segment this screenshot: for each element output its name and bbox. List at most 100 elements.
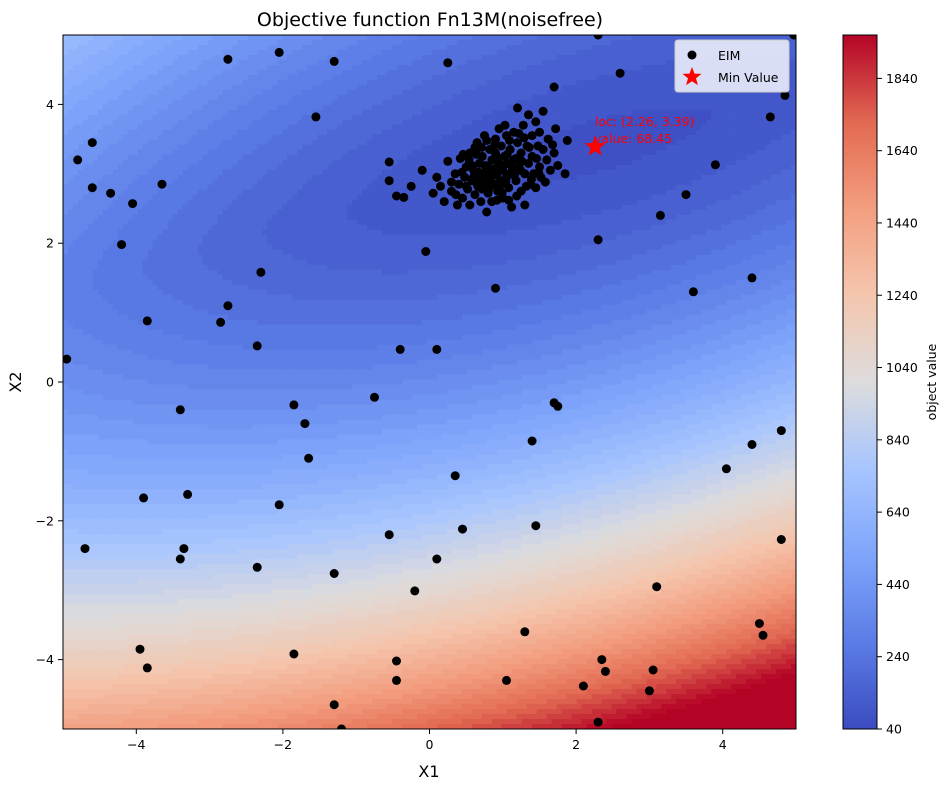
contour-cell <box>97 514 104 520</box>
contour-cell <box>132 354 139 361</box>
contour-cell <box>152 374 159 381</box>
contour-cell <box>197 164 204 171</box>
contour-cell <box>222 714 229 720</box>
contour-cell <box>192 449 199 455</box>
contour-cell <box>152 659 159 665</box>
contour-cell <box>197 339 204 346</box>
contour-cell <box>212 454 219 460</box>
contour-cell <box>77 69 84 76</box>
contour-cell <box>217 219 224 226</box>
contour-cell <box>107 704 114 710</box>
contour-cell <box>87 229 94 236</box>
contour-cell <box>177 699 184 705</box>
contour-cell <box>147 599 154 605</box>
contour-cell <box>142 429 149 436</box>
contour-cell <box>63 74 69 81</box>
contour-cell <box>97 474 104 480</box>
contour-cell <box>217 404 224 411</box>
contour-cell <box>122 244 129 251</box>
contour-cell <box>132 114 139 121</box>
contour-cell <box>202 684 209 690</box>
contour-cell <box>102 384 109 391</box>
contour-cell <box>207 194 214 201</box>
contour-cell <box>117 619 124 625</box>
contour-cell <box>207 79 214 86</box>
contour-cell <box>77 164 84 171</box>
contour-cell <box>222 224 229 231</box>
contour-cell <box>72 104 79 111</box>
contour-cell <box>222 374 229 381</box>
contour-cell <box>232 254 239 261</box>
contour-cell <box>137 594 144 600</box>
contour-cell <box>117 134 124 141</box>
contour-cell <box>152 184 159 191</box>
contour-cell <box>152 544 159 550</box>
contour-cell <box>92 654 99 660</box>
contour-cell <box>177 164 184 171</box>
contour-cell <box>227 269 234 276</box>
contour-cell <box>232 589 239 595</box>
contour-cell <box>217 389 224 396</box>
contour-cell <box>87 144 94 151</box>
contour-cell <box>182 634 189 640</box>
contour-cell <box>177 69 184 76</box>
contour-cell <box>217 619 224 625</box>
contour-cell <box>142 104 149 111</box>
contour-cell <box>212 549 219 555</box>
contour-cell <box>132 624 139 630</box>
contour-cell <box>187 594 194 600</box>
contour-cell <box>92 544 99 550</box>
contour-cell <box>192 404 199 411</box>
contour-cell <box>187 404 194 411</box>
contour-cell <box>232 314 239 321</box>
contour-cell <box>187 379 194 386</box>
contour-cell <box>82 154 89 161</box>
contour-cell <box>212 214 219 221</box>
contour-cell <box>182 484 189 490</box>
contour-cell <box>127 219 134 226</box>
contour-cell <box>137 459 144 465</box>
contour-cell <box>212 64 219 71</box>
contour-cell <box>107 334 114 341</box>
contour-cell <box>102 449 109 455</box>
contour-cell <box>137 189 144 196</box>
contour-cell <box>187 339 194 346</box>
contour-cell <box>167 339 174 346</box>
contour-cell <box>152 704 159 710</box>
contour-cell <box>72 194 79 201</box>
contour-cell <box>97 449 104 455</box>
contour-cell <box>92 114 99 121</box>
contour-cell <box>167 279 174 286</box>
contour-cell <box>97 499 104 505</box>
contour-cell <box>237 519 244 525</box>
contour-cell <box>197 534 204 540</box>
contour-cell <box>162 304 169 311</box>
contour-cell <box>232 184 239 191</box>
contour-cell <box>227 244 234 251</box>
contour-cell <box>187 509 194 515</box>
contour-cell <box>112 229 119 236</box>
contour-cell <box>172 484 179 490</box>
contour-cell <box>232 714 239 720</box>
contour-cell <box>162 559 169 565</box>
contour-cell <box>147 164 154 171</box>
contour-cell <box>107 39 114 46</box>
contour-cell <box>92 579 99 585</box>
contour-cell <box>192 479 199 485</box>
contour-cell <box>77 94 84 101</box>
contour-cell <box>172 144 179 151</box>
contour-cell <box>202 289 209 296</box>
contour-cell <box>182 249 189 256</box>
contour-cell <box>142 434 149 441</box>
contour-cell <box>172 354 179 361</box>
contour-cell <box>82 269 89 276</box>
contour-cell <box>72 634 79 640</box>
contour-cell <box>222 494 229 500</box>
contour-cell <box>162 564 169 570</box>
contour-cell <box>192 309 199 316</box>
contour-cell <box>142 39 149 46</box>
contour-cell <box>67 279 74 286</box>
contour-cell <box>222 584 229 590</box>
contour-cell <box>102 459 109 465</box>
contour-cell <box>167 684 174 690</box>
